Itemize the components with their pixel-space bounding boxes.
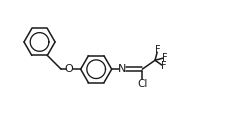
Text: N: N <box>118 64 127 74</box>
Text: F: F <box>162 53 168 63</box>
Text: Cl: Cl <box>137 79 147 89</box>
Text: F: F <box>161 61 167 71</box>
Text: F: F <box>155 45 161 55</box>
Text: O: O <box>65 64 74 74</box>
